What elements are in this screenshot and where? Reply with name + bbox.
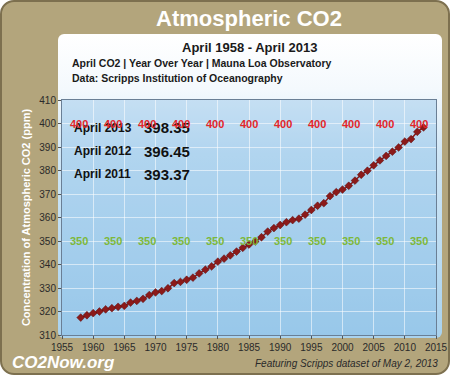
svg-text:2015: 2015 — [425, 342, 448, 353]
svg-text:350: 350 — [410, 235, 428, 247]
svg-text:2005: 2005 — [363, 342, 386, 353]
svg-text:Atmospheric CO2: Atmospheric CO2 — [156, 6, 342, 31]
svg-text:2000: 2000 — [331, 342, 354, 353]
svg-text:1970: 1970 — [144, 342, 167, 353]
svg-text:350: 350 — [206, 235, 224, 247]
svg-text:396.45: 396.45 — [144, 143, 190, 160]
svg-text:400: 400 — [104, 118, 122, 130]
svg-text:April 2012: April 2012 — [74, 144, 132, 158]
svg-text:400: 400 — [274, 118, 292, 130]
svg-text:398.35: 398.35 — [144, 119, 190, 136]
svg-text:400: 400 — [240, 118, 258, 130]
svg-text:400: 400 — [308, 118, 326, 130]
svg-text:400: 400 — [172, 118, 190, 130]
svg-text:400: 400 — [410, 118, 428, 130]
svg-text:April 2013: April 2013 — [74, 121, 132, 135]
svg-text:350: 350 — [39, 236, 56, 247]
svg-text:393.37: 393.37 — [144, 166, 190, 183]
svg-text:1965: 1965 — [113, 342, 136, 353]
svg-text:400: 400 — [39, 118, 56, 129]
svg-text:400: 400 — [376, 118, 394, 130]
svg-text:Data: Scripps Institution of O: Data: Scripps Institution of Oceanograph… — [72, 72, 283, 84]
svg-text:360: 360 — [39, 212, 56, 223]
svg-text:340: 340 — [39, 259, 56, 270]
svg-text:350: 350 — [104, 235, 122, 247]
svg-text:350: 350 — [240, 235, 258, 247]
svg-text:330: 330 — [39, 283, 56, 294]
svg-text:350: 350 — [172, 235, 190, 247]
svg-text:380: 380 — [39, 165, 56, 176]
svg-text:1955: 1955 — [51, 342, 74, 353]
svg-text:400: 400 — [70, 118, 88, 130]
svg-text:400: 400 — [342, 118, 360, 130]
svg-text:Concentration of Atmospheric C: Concentration of Atmospheric CO2 (ppm) — [20, 109, 32, 326]
svg-text:1985: 1985 — [238, 342, 261, 353]
svg-text:CO2Now.org: CO2Now.org — [12, 353, 115, 372]
svg-text:Featuring Scripps dataset of M: Featuring Scripps dataset of May 2, 2013 — [255, 358, 438, 369]
svg-text:April 2011: April 2011 — [74, 167, 131, 181]
svg-text:350: 350 — [274, 235, 292, 247]
svg-text:350: 350 — [308, 235, 326, 247]
svg-text:2010: 2010 — [394, 342, 417, 353]
svg-text:320: 320 — [39, 306, 56, 317]
svg-text:1960: 1960 — [82, 342, 105, 353]
svg-text:350: 350 — [138, 235, 156, 247]
svg-text:400: 400 — [138, 118, 156, 130]
svg-text:390: 390 — [39, 142, 56, 153]
svg-text:1975: 1975 — [176, 342, 199, 353]
svg-text:400: 400 — [206, 118, 224, 130]
svg-text:370: 370 — [39, 189, 56, 200]
svg-text:350: 350 — [376, 235, 394, 247]
svg-text:1995: 1995 — [300, 342, 323, 353]
svg-text:350: 350 — [70, 235, 88, 247]
svg-text:350: 350 — [342, 235, 360, 247]
svg-text:April CO2 | Year Over Year | M: April CO2 | Year Over Year | Mauna Loa O… — [72, 57, 332, 69]
svg-text:410: 410 — [39, 95, 56, 106]
svg-text:310: 310 — [39, 330, 56, 341]
svg-text:1990: 1990 — [269, 342, 292, 353]
svg-text:April 1958 - April 2013: April 1958 - April 2013 — [182, 40, 317, 55]
svg-text:1980: 1980 — [207, 342, 230, 353]
